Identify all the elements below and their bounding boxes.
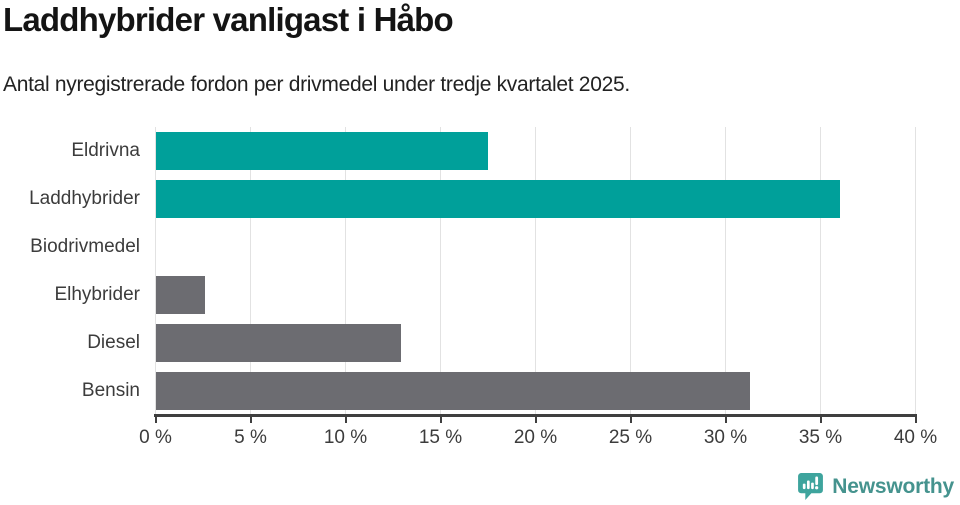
gridline-5 — [249, 127, 252, 415]
x-axis-tick-0 — [154, 414, 157, 423]
category-label-laddhybrider: Laddhybrider — [29, 188, 140, 209]
x-axis-tick-25 — [629, 414, 632, 423]
gridline-35 — [819, 127, 822, 415]
x-axis-tick-label-40: 40 % — [893, 427, 938, 448]
bar-eldrivna — [155, 132, 488, 170]
newsworthy-logo: Newsworthy — [797, 472, 954, 501]
gridline-25 — [629, 127, 632, 415]
category-label-eldrivna: Eldrivna — [71, 140, 140, 161]
x-axis-tick-20 — [534, 414, 537, 423]
x-axis-tick-label-20: 20 % — [513, 427, 558, 448]
category-label-biodrivmedel: Biodrivmedel — [30, 236, 140, 257]
gridline-40 — [914, 127, 917, 415]
gridline-30 — [724, 127, 727, 415]
x-axis-tick-label-0: 0 % — [139, 427, 172, 448]
gridline-15 — [439, 127, 442, 415]
x-axis-tick-30 — [724, 414, 727, 423]
gridline-10 — [344, 127, 347, 415]
newsworthy-wordmark: Newsworthy — [832, 474, 954, 498]
x-axis-tick-label-10: 10 % — [323, 427, 368, 448]
x-axis-tick-label-5: 5 % — [234, 427, 267, 448]
x-axis-tick-10 — [344, 414, 347, 423]
category-label-elhybrider: Elhybrider — [54, 284, 140, 305]
newsworthy-icon — [798, 473, 824, 500]
x-axis-tick-35 — [819, 414, 822, 423]
chart-subtitle: Antal nyregistrerade fordon per drivmede… — [3, 73, 630, 96]
x-axis-tick-15 — [439, 414, 442, 423]
bar-bensin — [155, 372, 751, 410]
bar-laddhybrider — [155, 180, 840, 218]
x-axis-tick-label-25: 25 % — [608, 427, 653, 448]
chart-title: Laddhybrider vanligast i Håbo — [3, 1, 454, 38]
y-axis-category-labels: Eldrivna Laddhybrider Biodrivmedel Elhybrid… — [0, 127, 140, 415]
bar-diesel — [155, 324, 401, 362]
bar-chart-plot-area — [154, 127, 917, 415]
x-axis-tick-5 — [249, 414, 252, 423]
category-label-bensin: Bensin — [81, 380, 140, 401]
category-label-diesel: Diesel — [87, 332, 140, 353]
x-axis-tick-label-30: 30 % — [703, 427, 748, 448]
bar-elhybrider — [155, 276, 205, 314]
gridline-0 — [154, 127, 157, 415]
x-axis-tick-label-35: 35 % — [798, 427, 843, 448]
gridline-20 — [534, 127, 537, 415]
x-axis-tick-40 — [914, 414, 917, 423]
x-axis-tick-label-15: 15 % — [418, 427, 463, 448]
